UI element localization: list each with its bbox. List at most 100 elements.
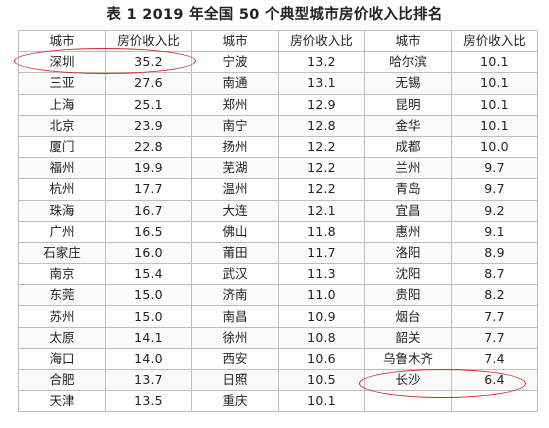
cell-city-3: 昆明 — [364, 93, 452, 116]
cell-ratio-2: 10.9 — [278, 305, 365, 328]
cell-ratio-3: 10.1 — [451, 114, 538, 137]
cell-ratio-2: 11.3 — [278, 263, 365, 286]
cell-city-1: 三亚 — [18, 72, 106, 95]
cell-ratio-1: 19.9 — [105, 157, 192, 180]
header-ratio-2: 房价收入比 — [278, 29, 365, 53]
cell-ratio-2: 10.8 — [278, 326, 365, 349]
cell-ratio-2: 13.1 — [278, 72, 365, 95]
cell-city-2: 徐州 — [191, 326, 279, 349]
table-row: 太原 14.1 徐州 10.8 韶关 7.7 — [18, 326, 538, 349]
cell-city-2: 济南 — [191, 284, 279, 307]
cell-city-3: 惠州 — [364, 220, 452, 243]
cell-ratio-1: 13.7 — [105, 368, 192, 392]
cell-city-3: 洛阳 — [364, 241, 452, 265]
table-row: 南京 15.4 武汉 11.3 沈阳 8.7 — [18, 263, 538, 286]
cell-city-2: 温州 — [191, 178, 279, 201]
cell-ratio-3: 8.7 — [451, 263, 538, 286]
cell-ratio-3: 6.4 — [451, 368, 538, 392]
cell-ratio-2: 12.1 — [278, 199, 365, 222]
cell-ratio-3: 7.7 — [451, 305, 538, 328]
cell-city-1: 石家庄 — [18, 241, 106, 265]
cell-ratio-3: 10.1 — [451, 51, 538, 74]
cell-city-2: 大连 — [191, 199, 279, 222]
cell-ratio-2: 11.0 — [278, 284, 365, 307]
table-row: 合肥 13.7 日照 10.5 长沙 6.4 — [18, 368, 538, 392]
cell-city-3: 无锡 — [364, 72, 452, 95]
cell-city-3: 沈阳 — [364, 263, 452, 286]
cell-city-2: 佛山 — [191, 220, 279, 243]
header-ratio-3: 房价收入比 — [451, 29, 538, 53]
cell-ratio-1: 16.7 — [105, 199, 192, 222]
cell-city-1: 广州 — [18, 220, 106, 243]
cell-ratio-1: 35.2 — [105, 51, 192, 74]
cell-ratio-3: 7.7 — [451, 326, 538, 349]
cell-ratio-2: 11.8 — [278, 220, 365, 243]
cell-ratio-1: 15.4 — [105, 263, 192, 286]
cell-ratio-3: 9.7 — [451, 157, 538, 180]
cell-city-3: 贵阳 — [364, 284, 452, 307]
cell-ratio-3: 10.0 — [451, 135, 538, 159]
cell-ratio-3: 9.2 — [451, 199, 538, 222]
cell-city-3: 青岛 — [364, 178, 452, 201]
table-row: 广州 16.5 佛山 11.8 惠州 9.1 — [18, 220, 538, 243]
cell-city-3: 韶关 — [364, 326, 452, 349]
cell-city-3: 金华 — [364, 114, 452, 137]
cell-city-2: 宁波 — [191, 51, 279, 74]
cell-ratio-1: 14.0 — [105, 347, 192, 371]
cell-city-2: 扬州 — [191, 135, 279, 159]
cell-city-2: 南昌 — [191, 305, 279, 328]
cell-city-2: 南通 — [191, 72, 279, 95]
cell-ratio-2: 10.5 — [278, 368, 365, 392]
cell-ratio-3 — [451, 390, 538, 413]
header-city-1: 城市 — [18, 29, 106, 53]
cell-city-1: 南京 — [18, 263, 106, 286]
cell-ratio-2: 12.2 — [278, 135, 365, 159]
table-row: 石家庄 16.0 莆田 11.7 洛阳 8.9 — [18, 241, 538, 265]
table-body: 深圳 35.2 宁波 13.2 哈尔滨 10.1 三亚 27.6 南通 13.1 无锡 10.1 上海 2… — [18, 51, 538, 413]
cell-city-3: 哈尔滨 — [364, 51, 452, 74]
cell-city-1: 海口 — [18, 347, 106, 371]
cell-ratio-2: 13.2 — [278, 51, 365, 74]
cell-city-3: 成都 — [364, 135, 452, 159]
cell-ratio-1: 16.5 — [105, 220, 192, 243]
cell-city-2: 西安 — [191, 347, 279, 371]
cell-ratio-2: 10.6 — [278, 347, 365, 371]
table-row: 上海 25.1 郑州 12.9 昆明 10.1 — [18, 93, 538, 116]
cell-city-1: 福州 — [18, 157, 106, 180]
cell-ratio-1: 23.9 — [105, 114, 192, 137]
cell-city-3: 宜昌 — [364, 199, 452, 222]
cell-city-1: 厦门 — [18, 135, 106, 159]
cell-ratio-2: 10.1 — [278, 390, 365, 413]
cell-ratio-1: 27.6 — [105, 72, 192, 95]
header-city-2: 城市 — [191, 29, 279, 53]
cell-ratio-2: 11.7 — [278, 241, 365, 265]
cell-ratio-3: 10.1 — [451, 72, 538, 95]
cell-city-2: 芜湖 — [191, 157, 279, 180]
table-row: 北京 23.9 南宁 12.8 金华 10.1 — [18, 114, 538, 137]
cell-city-2: 郑州 — [191, 93, 279, 116]
cell-city-1: 太原 — [18, 326, 106, 349]
cell-ratio-3: 9.1 — [451, 220, 538, 243]
cell-ratio-1: 25.1 — [105, 93, 192, 116]
table-row: 珠海 16.7 大连 12.1 宜昌 9.2 — [18, 199, 538, 222]
cell-city-1: 东莞 — [18, 284, 106, 307]
cell-city-2: 日照 — [191, 368, 279, 392]
cell-ratio-3: 10.1 — [451, 93, 538, 116]
cell-ratio-2: 12.2 — [278, 178, 365, 201]
cell-ratio-3: 9.7 — [451, 178, 538, 201]
cell-city-3: 烟台 — [364, 305, 452, 328]
cell-city-2: 莆田 — [191, 241, 279, 265]
header-row: 城市 房价收入比 城市 房价收入比 城市 房价收入比 — [18, 29, 538, 53]
cell-city-2: 武汉 — [191, 263, 279, 286]
table-row: 福州 19.9 芜湖 12.2 兰州 9.7 — [18, 157, 538, 180]
header-city-3: 城市 — [364, 29, 452, 53]
cell-ratio-1: 14.1 — [105, 326, 192, 349]
cell-ratio-1: 15.0 — [105, 305, 192, 328]
cell-ratio-1: 17.7 — [105, 178, 192, 201]
cell-city-3 — [364, 390, 452, 413]
cell-ratio-2: 12.2 — [278, 157, 365, 180]
header-ratio-1: 房价收入比 — [105, 29, 192, 53]
cell-ratio-2: 12.8 — [278, 114, 365, 137]
cell-ratio-1: 13.5 — [105, 390, 192, 413]
table-row: 海口 14.0 西安 10.6 乌鲁木齐 7.4 — [18, 347, 538, 371]
